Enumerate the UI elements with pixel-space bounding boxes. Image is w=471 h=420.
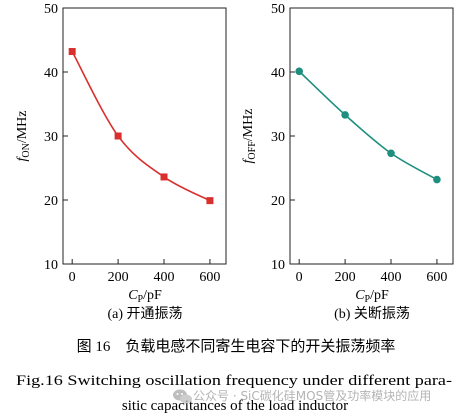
data-point [387, 149, 395, 158]
figure-caption-cn: 图 16 负载电感不同寄生电容下的开关振荡频率 [77, 337, 396, 355]
watermark: 公众号 · SiC碳化硅MOS管及功率模块的应用 [173, 388, 431, 404]
figure-caption-en-line2: sitic capacitances of the load inductor [122, 398, 348, 414]
x-tick-label: 200 [108, 270, 129, 285]
data-series [68, 48, 214, 205]
chart-panel-a: 10 20 30 40 50 0 200 400 600 fON/MHz CP/pF (a) … [15, 2, 227, 322]
data-point [68, 48, 76, 56]
data-series [295, 67, 441, 184]
plot-frame [289, 7, 454, 265]
x-tick-label: 600 [426, 270, 447, 285]
x-tick-label: 0 [69, 270, 76, 285]
x-axis-label: CP/pF [128, 288, 162, 305]
x-axis-ticks: 0 200 400 600 [69, 259, 220, 285]
y-axis-label-main: f [241, 157, 256, 163]
data-point [114, 132, 122, 140]
x-axis-label-main: C [128, 288, 138, 303]
y-axis-ticks: 10 20 30 40 50 [271, 2, 295, 273]
x-axis-label-unit: /pF [370, 288, 389, 303]
data-point [206, 197, 214, 205]
panel-caption-b: (b) 关断振荡 [334, 306, 410, 322]
y-axis-label-unit: /MHz [241, 109, 256, 142]
panel-caption-a: (a) 开通振荡 [107, 306, 182, 322]
series-line [71, 51, 211, 202]
y-tick-label: 50 [271, 2, 285, 17]
y-tick-label: 30 [44, 130, 58, 145]
x-tick-label: 400 [154, 270, 175, 285]
x-tick-label: 400 [381, 270, 402, 285]
x-axis-ticks: 0 200 400 600 [296, 259, 447, 285]
y-tick-label: 40 [44, 66, 58, 81]
x-tick-label: 600 [199, 270, 220, 285]
data-point [341, 111, 349, 119]
y-axis-label-main: f [15, 156, 30, 162]
y-tick-label: 10 [271, 258, 285, 273]
y-axis-label-sub: OFF [247, 141, 258, 160]
y-tick-label: 10 [44, 258, 58, 273]
plot-frame [62, 7, 227, 265]
y-axis-label-unit: /MHz [15, 110, 30, 143]
y-axis-label: fOFF/MHz [241, 109, 258, 164]
y-tick-label: 50 [44, 2, 58, 17]
data-point [295, 67, 303, 76]
y-tick-label: 40 [271, 66, 285, 81]
chart-panel-b: 10 20 30 40 50 0 200 400 600 fOFF/MHz CP/pF (b)… [241, 2, 454, 322]
x-axis-label-sub: P [365, 294, 371, 305]
y-tick-label: 20 [271, 194, 285, 209]
x-axis-label-unit: /pF [143, 288, 162, 303]
figure-caption-en-line1: Fig.16 Switching oscillation frequency u… [16, 373, 452, 389]
wechat-icon [173, 389, 192, 404]
watermark-text: 公众号 · SiC碳化硅MOS管及功率模块的应用 [193, 388, 431, 403]
x-axis-label: CP/pF [355, 288, 389, 305]
series-line [298, 70, 438, 181]
y-tick-label: 20 [44, 194, 58, 209]
data-point [160, 173, 168, 181]
x-axis-label-main: C [355, 288, 365, 303]
y-axis-label: fON/MHz [15, 110, 32, 161]
y-axis-ticks: 10 20 30 40 50 [44, 2, 68, 273]
x-tick-label: 200 [335, 270, 356, 285]
x-tick-label: 0 [296, 270, 303, 285]
y-tick-label: 30 [271, 130, 285, 145]
x-axis-label-sub: P [138, 294, 144, 305]
data-point [433, 175, 441, 184]
y-axis-label-sub: ON [21, 143, 32, 157]
